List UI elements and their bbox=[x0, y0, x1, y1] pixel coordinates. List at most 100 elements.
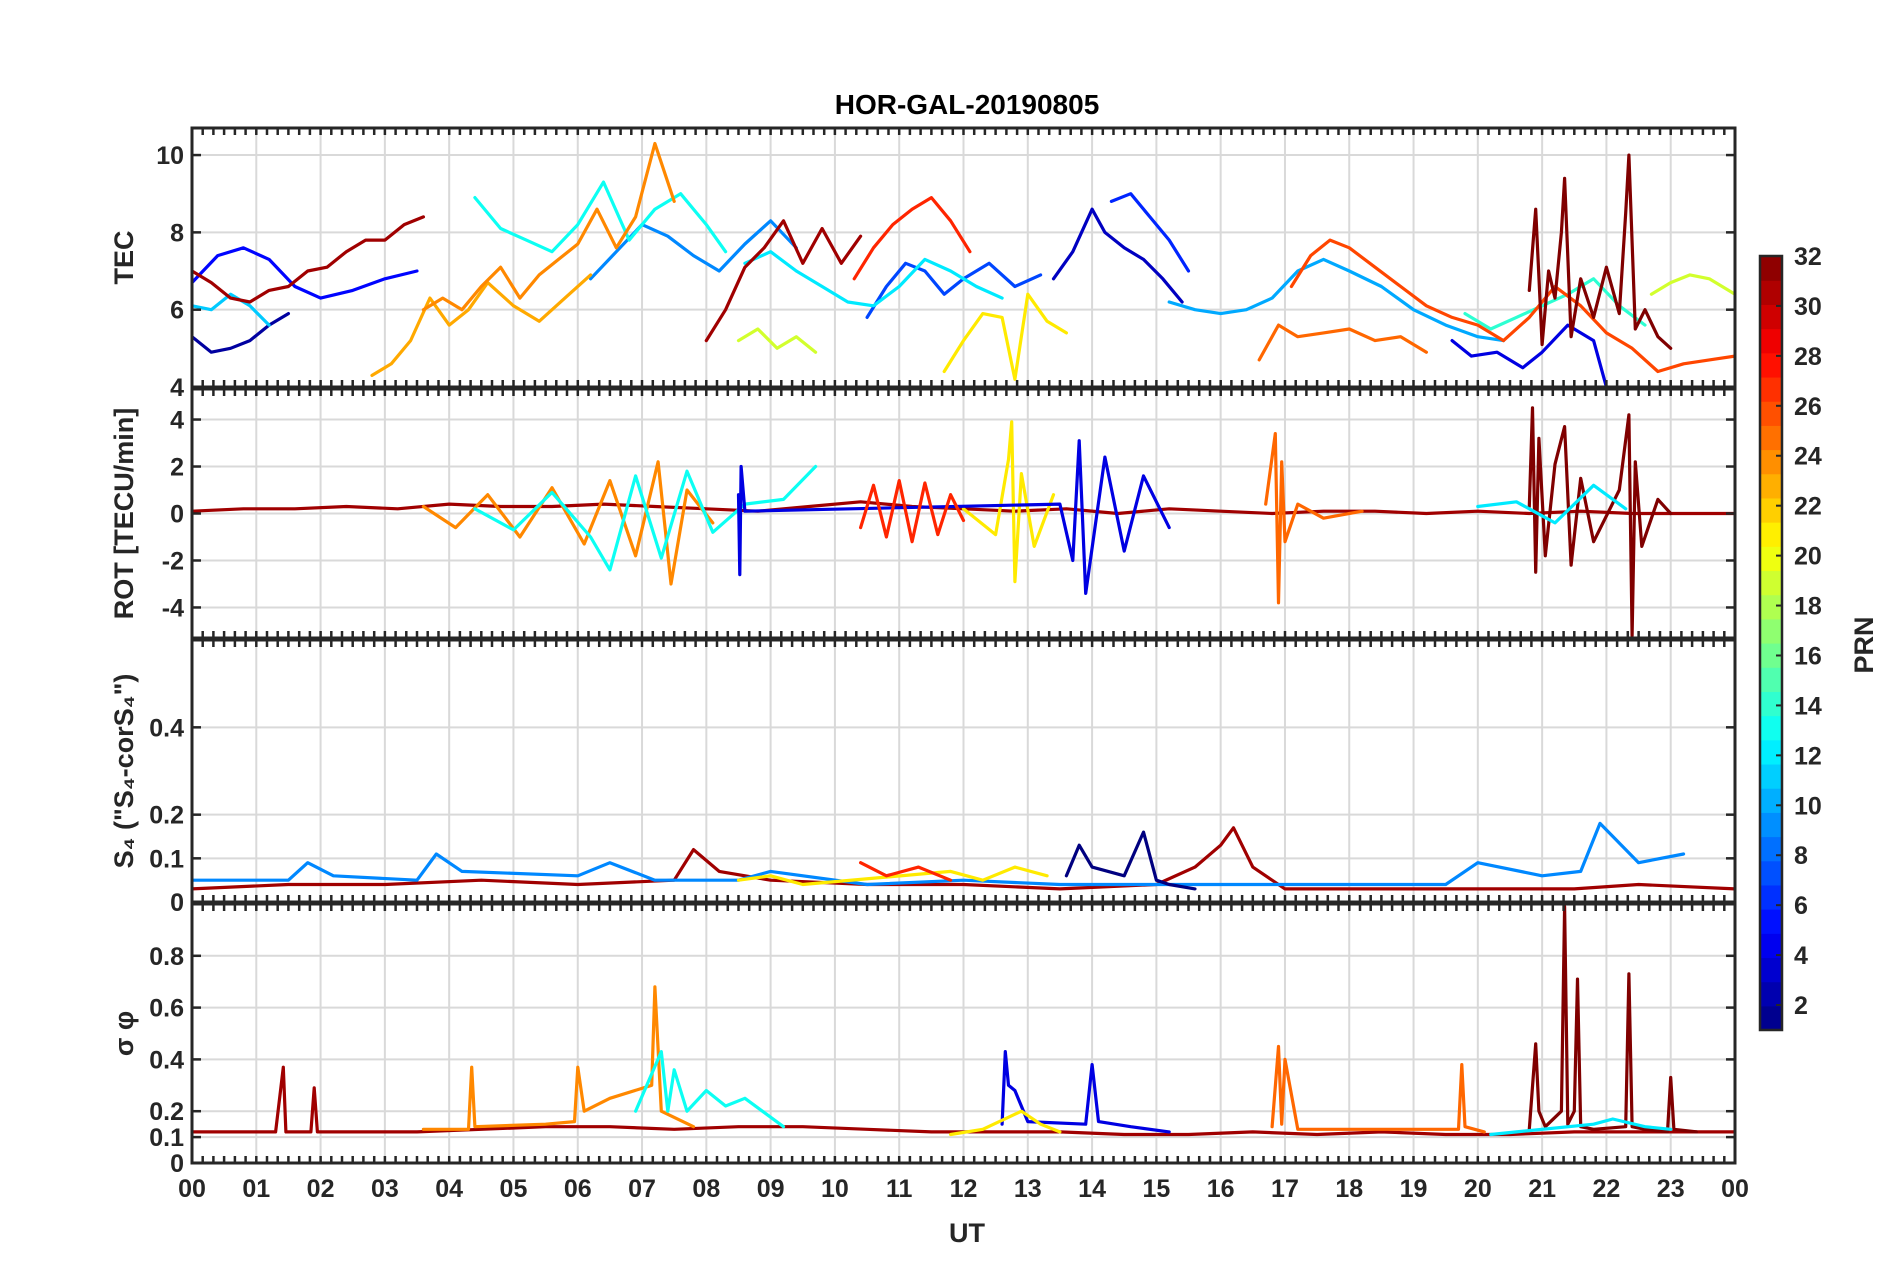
colorbar-tick-label: 30 bbox=[1794, 293, 1822, 321]
colorbar-tick-label: 24 bbox=[1794, 443, 1822, 471]
colorbar-tick-label: 22 bbox=[1794, 493, 1822, 521]
colorbar-segment bbox=[1760, 594, 1782, 620]
y-axis-label-rot: ROT [TECU/min] bbox=[109, 408, 139, 619]
x-tick-label: 22 bbox=[1593, 1175, 1621, 1203]
x-tick-label: 01 bbox=[242, 1175, 270, 1203]
y-tick-label: 4 bbox=[170, 374, 184, 402]
y-axis-label-sigma: σ φ bbox=[109, 1011, 139, 1056]
x-tick-label: 15 bbox=[1142, 1175, 1170, 1203]
colorbar-segment bbox=[1760, 546, 1782, 572]
colorbar-segment bbox=[1760, 957, 1782, 983]
minor-ticks bbox=[190, 128, 1737, 387]
series-line-prn-2 bbox=[192, 312, 290, 354]
panel-tec: 4 6 8 10 TEC bbox=[109, 126, 1737, 402]
series-group bbox=[192, 905, 1735, 1137]
y-tick-label: 0.6 bbox=[149, 995, 184, 1023]
x-axis-label: UT bbox=[949, 1218, 985, 1248]
x-tick-label: 07 bbox=[628, 1175, 656, 1203]
x-tick-label: 08 bbox=[692, 1175, 720, 1203]
x-tick-label: 10 bbox=[821, 1175, 849, 1203]
colorbar-segment bbox=[1760, 570, 1782, 596]
y-tick-label: 2 bbox=[170, 454, 184, 482]
x-tick-label: 23 bbox=[1657, 1175, 1685, 1203]
colorbar-segment bbox=[1760, 667, 1782, 692]
y-axis-label-tec: TEC bbox=[109, 231, 139, 285]
colorbar-segment bbox=[1760, 401, 1782, 426]
x-tick-label: 17 bbox=[1271, 1175, 1299, 1203]
colorbar-segment bbox=[1760, 425, 1782, 451]
series-line-prn-27 bbox=[859, 479, 966, 544]
colorbar-segment bbox=[1760, 860, 1782, 886]
series-line-prn-9 bbox=[192, 821, 1686, 887]
series-group bbox=[192, 141, 1735, 387]
x-tick-label: 19 bbox=[1400, 1175, 1428, 1203]
colorbar-segment bbox=[1760, 449, 1782, 475]
x-axis: 00 01 02 03 04 05 06 07 08 09 10 11 12 13 14 15 16 17 18 19… bbox=[178, 1175, 1749, 1203]
y-tick-label: -4 bbox=[162, 594, 184, 622]
series-line-prn-31 bbox=[192, 215, 425, 304]
colorbar-segment bbox=[1760, 836, 1782, 862]
series-line-prn-32 bbox=[1527, 406, 1673, 638]
colorbar-segment bbox=[1760, 522, 1782, 547]
colorbar-tick-label: 10 bbox=[1794, 792, 1822, 820]
colorbar-segment bbox=[1760, 691, 1782, 717]
series-line-prn-24 bbox=[421, 985, 696, 1131]
colorbar-segment bbox=[1760, 1005, 1782, 1031]
colorbar-segment bbox=[1760, 352, 1782, 378]
colorbar-label: PRN bbox=[1849, 616, 1879, 673]
colorbar-segment bbox=[1760, 788, 1782, 813]
series-line-prn-1 bbox=[1064, 830, 1197, 891]
series-line-prn-9 bbox=[589, 219, 798, 281]
series-line-prn-24 bbox=[421, 141, 676, 312]
colorbar-segment bbox=[1760, 715, 1782, 741]
y-tick-label: -2 bbox=[162, 547, 184, 575]
series-line-prn-13 bbox=[634, 1050, 786, 1129]
colorbar-tick-label: 26 bbox=[1794, 393, 1822, 421]
series-line-prn-4 bbox=[1000, 1050, 1171, 1134]
series-line-prn-25 bbox=[1257, 323, 1428, 362]
series-line-prn-27 bbox=[852, 196, 972, 281]
series-line-prn-5 bbox=[192, 246, 419, 300]
colorbar-tick-label: 18 bbox=[1794, 593, 1822, 621]
colorbar-segment bbox=[1760, 280, 1782, 305]
colorbar-segment bbox=[1760, 933, 1782, 959]
series-line-prn-25 bbox=[1270, 1044, 1486, 1134]
x-tick-label: 16 bbox=[1207, 1175, 1235, 1203]
x-tick-label: 00 bbox=[1721, 1175, 1749, 1203]
series-line-prn-10 bbox=[1167, 257, 1506, 343]
y-tick-label: 0 bbox=[170, 501, 184, 529]
colorbar-segment bbox=[1760, 739, 1782, 765]
y-axis-label-s4: S₄ ("S₄-corS₄") bbox=[109, 674, 139, 869]
colorbar-tick-label: 12 bbox=[1794, 742, 1822, 770]
x-tick-label: 14 bbox=[1078, 1175, 1106, 1203]
series-line-prn-4 bbox=[1450, 323, 1608, 387]
series-line-prn-27 bbox=[859, 861, 953, 882]
x-tick-label: 12 bbox=[950, 1175, 978, 1203]
y-tick-label: 4 bbox=[170, 407, 184, 435]
x-tick-label: 06 bbox=[564, 1175, 592, 1203]
colorbar-tick-label: 14 bbox=[1794, 692, 1822, 720]
series-line-prn-3 bbox=[1051, 207, 1184, 304]
series-line-prn-12 bbox=[1489, 1117, 1673, 1137]
series-group bbox=[192, 821, 1735, 891]
colorbar-segment bbox=[1760, 909, 1782, 934]
series-line-prn-23 bbox=[370, 273, 593, 377]
x-tick-label: 09 bbox=[757, 1175, 785, 1203]
series-line-prn-12 bbox=[743, 250, 1004, 308]
y-tick-label: 10 bbox=[156, 142, 184, 170]
series-line-prn-19 bbox=[736, 327, 818, 354]
colorbar-segment bbox=[1760, 376, 1782, 402]
chart-title: HOR-GAL-20190805 bbox=[835, 89, 1100, 120]
colorbar-tick-label: 28 bbox=[1794, 343, 1822, 371]
colorbar-segment bbox=[1760, 618, 1782, 644]
y-tick-label: 0.1 bbox=[149, 845, 184, 873]
series-line-prn-31 bbox=[192, 1065, 1735, 1137]
x-tick-label: 18 bbox=[1335, 1175, 1363, 1203]
series-line-prn-4 bbox=[736, 439, 1171, 595]
series-line-prn-24 bbox=[421, 460, 715, 586]
series-line-prn-21 bbox=[961, 420, 1056, 584]
colorbar-tick-label: 2 bbox=[1794, 992, 1808, 1020]
colorbar-segment bbox=[1760, 304, 1782, 330]
